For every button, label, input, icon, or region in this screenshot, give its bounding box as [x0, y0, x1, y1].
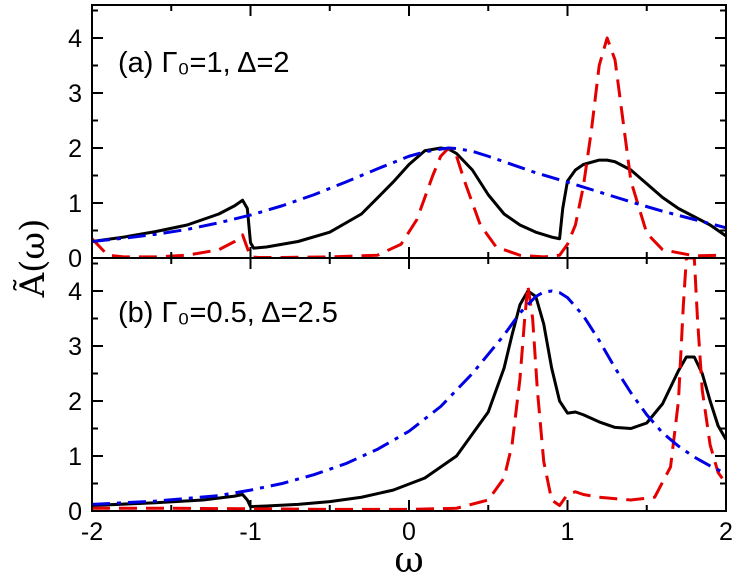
panel-a-curves	[92, 36, 726, 258]
panel-a-ytick-label: 2	[68, 135, 82, 163]
panel-b-curves	[92, 258, 726, 511]
panel-b: 0 1 2 3 4 -2 -1 0 1 2 (b) Γ₀=0.5, Δ=2.5	[68, 257, 733, 546]
y-axis-title: Ã(ω)	[13, 219, 53, 299]
panel-b-ytick-label: 3	[68, 333, 82, 361]
panel-b-ytick-label: 1	[68, 443, 82, 471]
panel-b-frame	[91, 257, 727, 512]
panel-b-label: (b) Γ₀=0.5, Δ=2.5	[118, 297, 338, 329]
x-axis-title: ω	[394, 540, 423, 577]
panel-a-ticks: 0 1 2 3 4	[68, 5, 727, 273]
panel-a-series-solid	[92, 146, 726, 250]
panel-b-ticks: 0 1 2 3 4 -2 -1 0 1 2	[68, 258, 733, 546]
panel-a-ytick-label: 0	[68, 245, 82, 273]
panel-b-xtick-label: 2	[719, 518, 733, 546]
panel-a-series-dashdot	[92, 146, 726, 243]
panel-a-label: (a) Γ₀=1, Δ=2	[118, 47, 290, 79]
panel-b-ytick-label: 4	[68, 278, 82, 306]
panel-b-ytick-label: 0	[68, 498, 82, 526]
panel-a-ytick-label: 3	[68, 80, 82, 108]
panel-b-xtick-label: 0	[402, 518, 416, 546]
panel-b-series-dashdot	[92, 289, 726, 506]
panel-a: 0 1 2 3 4 (a) Γ₀=1, Δ=2	[68, 4, 727, 273]
panel-b-xtick-label: -2	[81, 518, 103, 546]
panel-b-series-dashed	[92, 258, 726, 511]
panel-a-ytick-label: 4	[68, 25, 82, 53]
panel-a-ytick-label: 1	[68, 190, 82, 218]
panel-b-ytick-label: 2	[68, 388, 82, 416]
panel-b-xtick-label: -1	[239, 518, 261, 546]
panel-a-series-dashed	[92, 36, 726, 258]
panel-a-frame	[91, 4, 727, 259]
panel-b-series-solid	[92, 289, 726, 509]
panel-b-xtick-label: 1	[561, 518, 575, 546]
